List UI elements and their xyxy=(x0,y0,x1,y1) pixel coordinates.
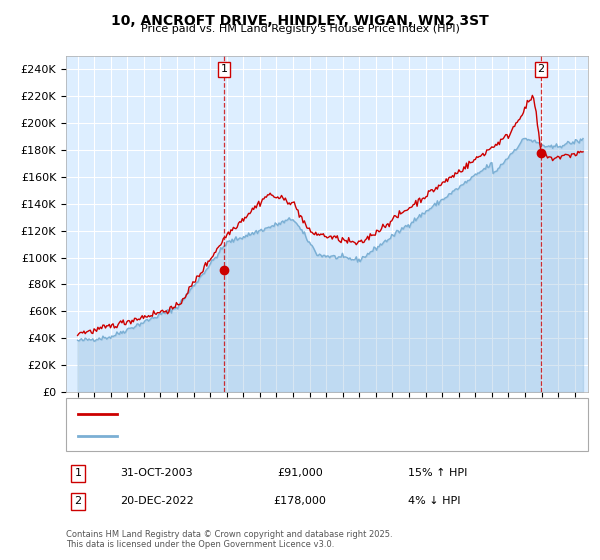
Text: 1: 1 xyxy=(220,64,227,74)
Text: 20-DEC-2022: 20-DEC-2022 xyxy=(120,496,194,506)
Text: This data is licensed under the Open Government Licence v3.0.: This data is licensed under the Open Gov… xyxy=(66,540,334,549)
Text: HPI: Average price, semi-detached house, Wigan: HPI: Average price, semi-detached house,… xyxy=(120,431,358,441)
Text: 2: 2 xyxy=(538,64,544,74)
Text: Contains HM Land Registry data © Crown copyright and database right 2025.: Contains HM Land Registry data © Crown c… xyxy=(66,530,392,539)
Text: 10, ANCROFT DRIVE, HINDLEY, WIGAN, WN2 3ST (semi-detached house): 10, ANCROFT DRIVE, HINDLEY, WIGAN, WN2 3… xyxy=(120,409,475,418)
Text: 10, ANCROFT DRIVE, HINDLEY, WIGAN, WN2 3ST: 10, ANCROFT DRIVE, HINDLEY, WIGAN, WN2 3… xyxy=(111,14,489,28)
Text: 31-OCT-2003: 31-OCT-2003 xyxy=(120,468,193,478)
Text: 15% ↑ HPI: 15% ↑ HPI xyxy=(408,468,467,478)
Text: 4% ↓ HPI: 4% ↓ HPI xyxy=(408,496,461,506)
Text: £91,000: £91,000 xyxy=(277,468,323,478)
Text: Price paid vs. HM Land Registry's House Price Index (HPI): Price paid vs. HM Land Registry's House … xyxy=(140,24,460,34)
Text: 2: 2 xyxy=(74,496,82,506)
Text: 1: 1 xyxy=(74,468,82,478)
Text: £178,000: £178,000 xyxy=(274,496,326,506)
